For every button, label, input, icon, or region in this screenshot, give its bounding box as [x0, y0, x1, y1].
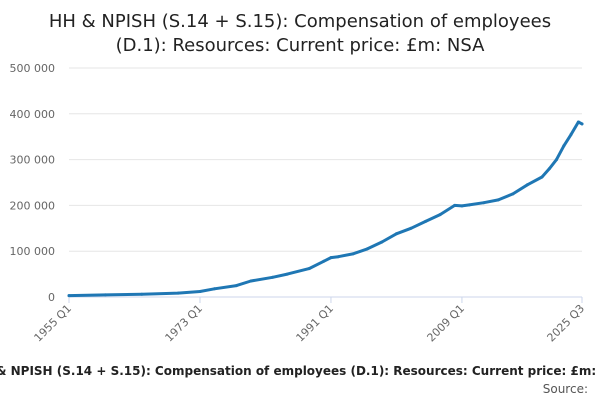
data-point[interactable]: [394, 232, 398, 236]
x-tick-label-3: 2009 Q1: [425, 302, 468, 345]
data-point[interactable]: [67, 294, 71, 298]
data-point[interactable]: [271, 275, 275, 279]
data-point[interactable]: [580, 122, 584, 126]
data-point[interactable]: [576, 120, 580, 124]
data-point[interactable]: [467, 203, 471, 207]
data-point[interactable]: [496, 198, 500, 202]
data-point[interactable]: [176, 291, 180, 295]
grid: [69, 67, 582, 298]
y-tick-label-4: 400 000: [10, 108, 56, 121]
data-point[interactable]: [380, 240, 384, 244]
source-label: Source:: [543, 382, 588, 396]
y-tick-label-1: 100 000: [10, 245, 56, 258]
data-point[interactable]: [140, 292, 144, 296]
data-point[interactable]: [249, 279, 253, 283]
x-tick-label-4: 2025 Q3: [545, 302, 588, 345]
chart-title-line-1: HH & NPISH (S.14 + S.15): Compensation o…: [49, 11, 551, 32]
data-point[interactable]: [569, 132, 573, 136]
x-axis: 1955 Q1 1973 Q1 1991 Q1 2009 Q1 2025 Q3: [32, 296, 588, 345]
data-point[interactable]: [103, 293, 107, 297]
y-tick-label-3: 300 000: [10, 154, 56, 167]
data-point[interactable]: [562, 144, 566, 148]
series-line-0[interactable]: [67, 120, 584, 298]
data-point[interactable]: [555, 158, 558, 162]
data-point[interactable]: [460, 204, 464, 208]
data-point[interactable]: [438, 213, 442, 217]
data-point[interactable]: [234, 284, 238, 288]
data-point[interactable]: [424, 219, 428, 223]
data-point[interactable]: [213, 287, 216, 291]
x-tick-label-2: 1991 Q1: [294, 302, 337, 345]
data-point[interactable]: [525, 183, 529, 187]
data-point[interactable]: [336, 255, 340, 259]
data-point[interactable]: [322, 259, 326, 263]
data-point[interactable]: [365, 247, 369, 251]
y-tick-label-0: 0: [48, 291, 55, 304]
data-point[interactable]: [547, 167, 551, 171]
data-point[interactable]: [198, 290, 202, 293]
y-tick-label-2: 200 000: [10, 199, 56, 212]
data-point[interactable]: [351, 252, 355, 256]
data-point[interactable]: [329, 256, 333, 260]
data-point[interactable]: [482, 201, 486, 205]
x-tick-label-0: 1955 Q1: [32, 302, 75, 345]
data-point[interactable]: [409, 226, 413, 230]
y-tick-label-5: 500 000: [10, 62, 56, 75]
y-axis: 0 100 000 200 000 300 000 400 000 500 000: [10, 62, 56, 304]
x-tick-label-1: 1973 Q1: [163, 302, 206, 345]
data-point[interactable]: [540, 175, 544, 179]
chart-title-line-2: (D.1): Resources: Current price: £m: NSA: [116, 35, 485, 56]
data-point[interactable]: [511, 192, 515, 196]
data-point[interactable]: [307, 267, 311, 271]
series-group: [67, 120, 584, 298]
data-point[interactable]: [285, 272, 289, 276]
legend-entry[interactable]: HH & NPISH (S.14 + S.15): Compensation o…: [0, 364, 600, 378]
data-point[interactable]: [453, 203, 457, 207]
